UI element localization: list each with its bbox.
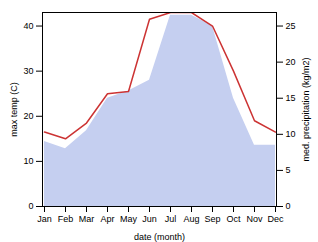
svg-text:0: 0 bbox=[286, 201, 291, 211]
svg-text:med. precipitation (kg/m2): med. precipitation (kg/m2) bbox=[301, 57, 311, 161]
svg-text:Jun: Jun bbox=[142, 214, 157, 224]
svg-text:Dec: Dec bbox=[267, 214, 284, 224]
svg-text:Nov: Nov bbox=[246, 214, 263, 224]
svg-text:10: 10 bbox=[286, 129, 296, 139]
svg-text:max temp (C): max temp (C) bbox=[9, 82, 19, 137]
svg-text:20: 20 bbox=[23, 111, 33, 121]
svg-text:20: 20 bbox=[286, 57, 296, 67]
svg-text:date (month): date (month) bbox=[134, 232, 185, 242]
svg-text:Oct: Oct bbox=[226, 214, 241, 224]
svg-text:Sep: Sep bbox=[204, 214, 220, 224]
svg-text:40: 40 bbox=[23, 21, 33, 31]
svg-text:Jul: Jul bbox=[165, 214, 177, 224]
svg-text:25: 25 bbox=[286, 21, 296, 31]
svg-text:0: 0 bbox=[28, 201, 33, 211]
svg-text:Jan: Jan bbox=[37, 214, 52, 224]
svg-text:Feb: Feb bbox=[58, 214, 74, 224]
svg-text:May: May bbox=[120, 214, 138, 224]
svg-text:30: 30 bbox=[23, 66, 33, 76]
svg-text:5: 5 bbox=[286, 165, 291, 175]
svg-text:Mar: Mar bbox=[79, 214, 95, 224]
svg-text:15: 15 bbox=[286, 93, 296, 103]
svg-text:Aug: Aug bbox=[183, 214, 199, 224]
svg-text:10: 10 bbox=[23, 156, 33, 166]
svg-text:Apr: Apr bbox=[100, 214, 114, 224]
